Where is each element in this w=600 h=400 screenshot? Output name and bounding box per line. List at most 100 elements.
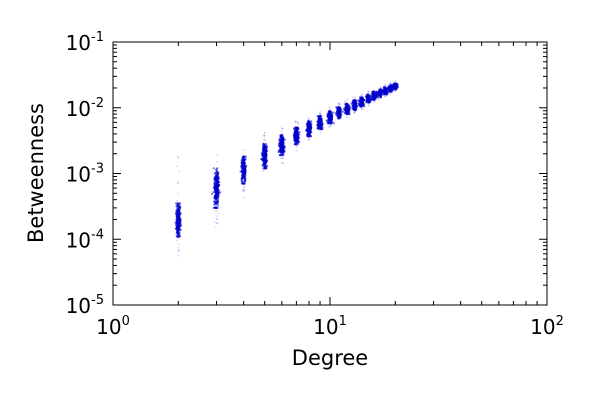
data-point xyxy=(380,91,382,94)
data-point xyxy=(307,123,310,126)
data-point xyxy=(293,143,296,146)
data-point xyxy=(213,178,216,181)
data-point xyxy=(318,117,321,120)
data-point xyxy=(372,93,375,96)
data-point xyxy=(345,112,348,114)
data-point xyxy=(216,185,219,188)
data-point xyxy=(178,211,180,214)
data-point xyxy=(374,93,376,96)
data-point xyxy=(373,90,375,92)
data-point xyxy=(373,96,376,99)
data-point xyxy=(361,96,364,98)
data-point xyxy=(215,167,218,170)
data-point xyxy=(360,106,363,109)
data-point xyxy=(177,250,180,252)
data-point xyxy=(177,212,180,215)
data-point xyxy=(294,136,297,139)
data-point xyxy=(378,91,381,94)
data-point xyxy=(308,117,310,120)
data-point xyxy=(360,94,362,97)
data-point xyxy=(280,148,283,152)
data-point xyxy=(347,110,350,113)
data-point xyxy=(241,157,244,160)
data-point xyxy=(244,166,247,169)
data-point xyxy=(327,122,329,125)
data-point xyxy=(319,124,321,127)
data-point xyxy=(345,112,348,115)
data-point xyxy=(395,80,397,82)
data-point xyxy=(338,117,341,119)
data-point xyxy=(373,94,376,96)
data-point xyxy=(368,100,371,103)
data-point xyxy=(320,127,322,129)
data-point xyxy=(297,121,300,124)
data-point xyxy=(319,117,321,119)
data-point xyxy=(384,87,386,89)
data-point xyxy=(262,170,264,172)
data-point xyxy=(242,164,245,167)
data-point xyxy=(239,170,242,173)
data-point xyxy=(264,164,267,167)
data-point xyxy=(339,103,341,106)
data-point xyxy=(263,165,266,168)
data-point xyxy=(217,198,220,200)
data-point xyxy=(363,98,366,101)
data-point xyxy=(392,83,396,86)
data-point xyxy=(280,151,283,154)
data-point xyxy=(263,169,265,171)
data-point xyxy=(307,139,310,141)
data-point xyxy=(177,204,179,207)
data-point xyxy=(241,189,244,191)
data-point xyxy=(216,202,219,205)
data-point xyxy=(329,118,331,120)
data-point xyxy=(265,153,268,156)
data-point xyxy=(354,110,357,113)
data-point xyxy=(216,160,218,163)
y-tick-label: 10-1 xyxy=(66,30,104,55)
data-point xyxy=(243,196,246,199)
data-point xyxy=(240,161,243,165)
data-point xyxy=(216,204,220,207)
data-point xyxy=(352,102,355,105)
data-point xyxy=(368,97,370,100)
data-point xyxy=(355,106,357,109)
data-point xyxy=(390,91,393,94)
data-point xyxy=(379,92,381,94)
data-point xyxy=(307,117,310,120)
data-point xyxy=(261,164,264,167)
data-point xyxy=(264,159,267,161)
data-point xyxy=(295,130,298,132)
data-point xyxy=(280,134,283,137)
data-point xyxy=(175,222,178,225)
data-point xyxy=(216,167,219,170)
data-point xyxy=(298,131,301,134)
data-point xyxy=(306,134,309,137)
data-point xyxy=(264,159,266,162)
data-point xyxy=(215,218,218,220)
data-point xyxy=(384,91,387,94)
data-point xyxy=(367,102,369,105)
data-point xyxy=(389,90,392,93)
data-point xyxy=(320,119,323,122)
data-point xyxy=(176,218,179,221)
data-point xyxy=(366,95,369,97)
data-point xyxy=(390,86,392,89)
data-point xyxy=(361,105,363,108)
data-point xyxy=(214,197,218,201)
data-point xyxy=(296,133,299,136)
data-point xyxy=(175,202,178,205)
data-point xyxy=(328,125,330,128)
data-point xyxy=(318,128,321,131)
data-point xyxy=(390,84,392,86)
data-point xyxy=(342,107,345,110)
data-point xyxy=(377,91,380,93)
data-point xyxy=(215,209,217,212)
data-point xyxy=(280,144,283,146)
data-point xyxy=(281,127,284,130)
data-point xyxy=(216,199,219,203)
data-point xyxy=(177,156,180,158)
data-point xyxy=(308,136,311,139)
data-point xyxy=(281,127,283,129)
data-point xyxy=(352,104,355,107)
